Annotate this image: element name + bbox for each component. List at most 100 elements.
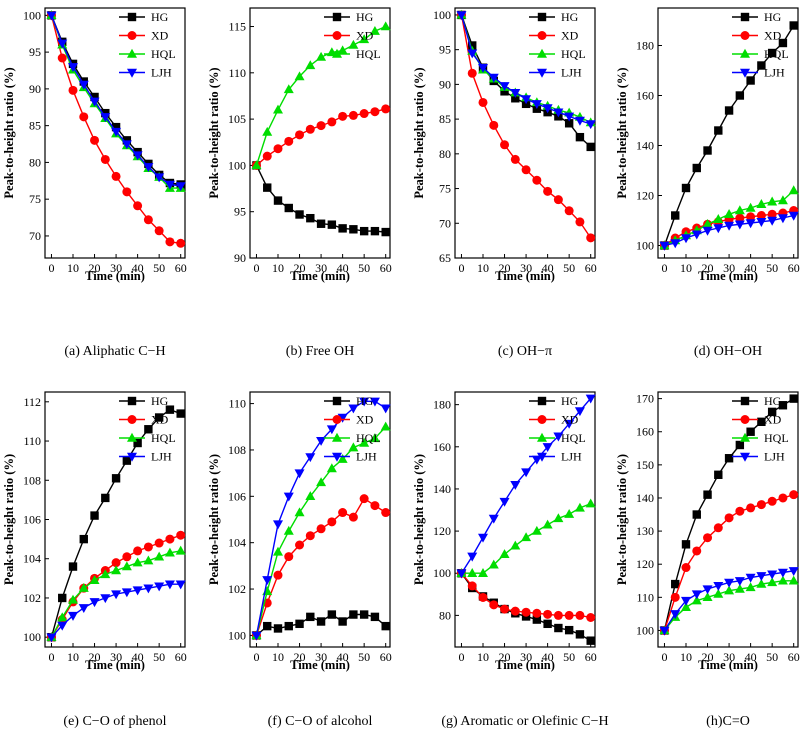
data-point [467,552,478,562]
x-tick-label: 20 [499,261,511,275]
panel-caption: (e) C−O of phenol [63,714,166,729]
legend-label: HG [356,394,374,408]
y-tick-label: 115 [228,20,246,34]
data-point [703,533,713,543]
data-point [165,534,175,544]
legend-label: XD [561,29,579,43]
y-tick-label: 102 [228,582,246,596]
x-tick-label: 40 [745,650,757,664]
series-xd [251,104,391,170]
data-point [745,582,756,592]
x-tick-label: 50 [766,261,778,275]
data-point [735,440,745,450]
data-point [532,175,542,185]
legend-marker [740,452,750,462]
data-point [478,97,488,107]
data-point [575,132,585,142]
data-point [369,397,380,407]
data-point [788,567,799,577]
data-point [543,186,553,196]
legend-label: HQL [151,47,176,61]
x-tick-label: 10 [272,261,284,275]
data-point [295,210,304,219]
y-tick-label: 100 [636,239,654,253]
legend-label: HQL [356,431,381,445]
data-point [111,558,121,568]
y-tick-label: 120 [636,189,654,203]
y-tick-label: 160 [636,89,654,103]
data-point [714,126,723,135]
y-tick-label: 100 [23,8,41,22]
data-point [532,608,542,618]
x-tick-label: 30 [315,650,327,664]
data-point [745,573,756,583]
data-point [542,104,553,114]
data-point [499,82,510,91]
data-point [670,610,681,620]
data-point [381,508,391,518]
data-point [273,144,283,154]
data-point [691,595,702,605]
y-axis-label: Peak-to-height ratio (%) [2,454,16,585]
series-xd [659,490,799,635]
y-axis-label: Peak-to-height ratio (%) [412,67,426,198]
data-point [724,454,734,463]
y-tick-label: 104 [23,552,41,566]
x-tick-label: 20 [89,261,101,275]
legend-marker [740,415,750,424]
data-point [735,213,745,223]
data-point [543,619,552,629]
y-tick-label: 130 [636,524,654,538]
series-ljh [456,11,596,130]
data-point [57,53,67,63]
data-point [68,594,78,604]
data-point [681,183,691,193]
series-xd [46,10,186,248]
data-point [349,225,358,234]
y-tick-label: 100 [433,8,451,22]
data-point [531,525,542,535]
y-tick-label: 104 [228,536,246,550]
data-point [295,619,304,629]
data-point [478,592,488,602]
data-point [283,492,294,502]
data-point [467,68,477,78]
x-tick-label: 60 [585,261,597,275]
data-point [542,519,553,529]
data-point [380,21,391,31]
data-point [369,433,380,443]
x-tick-label: 30 [520,650,532,664]
x-tick-label: 60 [175,650,187,664]
data-point [381,104,391,114]
plot-frame [657,391,799,648]
data-point [348,39,359,49]
data-point [370,501,380,511]
data-point [78,80,89,90]
data-point [100,113,111,123]
data-point [564,610,574,620]
data-point [359,34,370,44]
data-point [564,119,574,128]
data-point [778,401,788,410]
legend-marker [332,452,342,462]
x-tick-label: 0 [48,261,54,275]
data-point [154,226,164,236]
data-point [100,154,110,164]
y-tick-label: 70 [29,229,41,243]
y-tick-label: 95 [234,205,246,219]
data-point [756,211,766,220]
data-point [756,218,767,227]
legend-marker [740,48,750,58]
data-point [553,432,564,442]
x-tick-label: 0 [253,261,259,275]
data-point [467,568,478,577]
data-point [681,540,691,549]
x-tick-label: 10 [680,650,692,664]
legend-label: XD [764,29,782,43]
series-ljh [659,211,799,251]
data-point [713,582,724,591]
data-point [294,71,305,81]
x-tick-label: 50 [358,261,370,275]
data-point [316,477,327,487]
